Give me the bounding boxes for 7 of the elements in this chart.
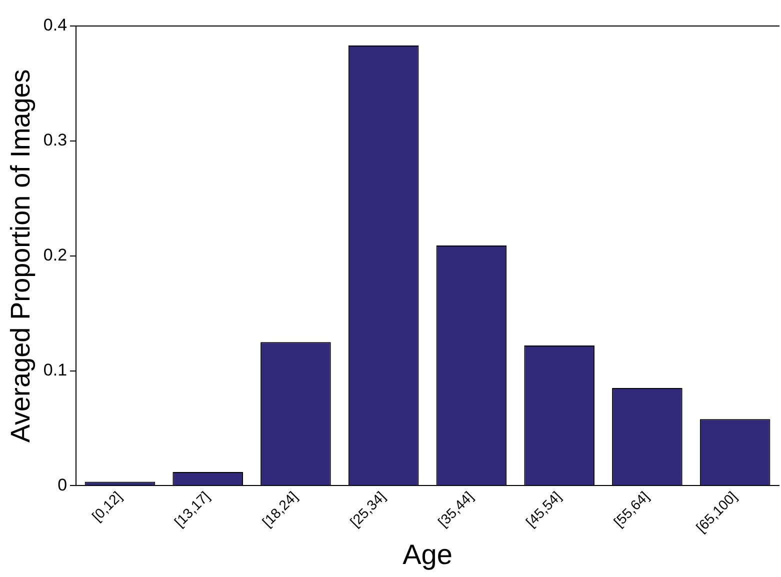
y-tick-label: 0 bbox=[58, 475, 68, 494]
y-tick-label: 0.2 bbox=[43, 246, 68, 265]
y-tick-label: 0.3 bbox=[43, 130, 68, 150]
y-axis-title: Averaged Proportion of Images bbox=[6, 69, 36, 442]
y-tick-label: 0.1 bbox=[43, 360, 68, 380]
y-tick-label: 0.4 bbox=[43, 16, 68, 35]
x-axis-title: Age bbox=[402, 538, 452, 570]
